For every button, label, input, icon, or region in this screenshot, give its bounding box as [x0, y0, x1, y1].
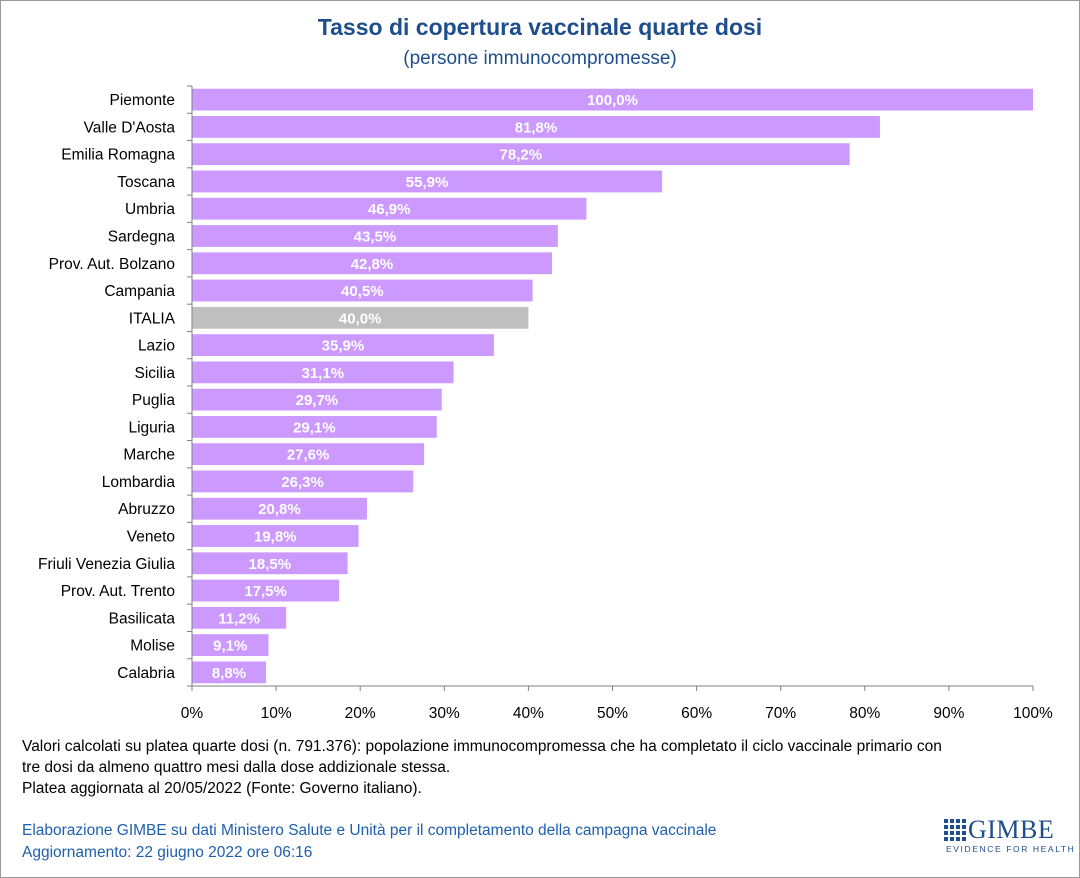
data-label: 19,8%	[254, 529, 297, 546]
bar	[192, 525, 359, 547]
x-tick-label: 100%	[1013, 705, 1053, 722]
x-tick-label: 60%	[681, 705, 712, 722]
bar	[192, 470, 414, 493]
bar	[192, 334, 494, 356]
gimbe-logo: GIMBE EVIDENCE FOR HEALTH	[944, 815, 1074, 858]
data-label: 29,1%	[293, 419, 336, 436]
data-label: 100,0%	[587, 92, 638, 109]
bar	[192, 225, 558, 247]
data-label: 18,5%	[249, 556, 292, 573]
footnote-line-2: tre dosi da almeno quattro mesi dalla do…	[22, 759, 451, 776]
category-label: Prov. Aut. Trento	[61, 583, 175, 600]
bar	[192, 116, 880, 138]
category-label: Valle D'Aosta	[84, 119, 176, 136]
data-label: 55,9%	[406, 174, 449, 191]
data-label: 26,3%	[281, 474, 324, 491]
source-credit: Elaborazione GIMBE su dati Ministero Sal…	[22, 820, 716, 864]
x-tick-label: 70%	[765, 705, 796, 722]
category-label: Liguria	[128, 419, 175, 436]
category-label: Piemonte	[110, 92, 175, 109]
category-label: Puglia	[132, 392, 175, 409]
category-label: Sicilia	[135, 365, 176, 382]
data-label: 8,8%	[212, 665, 246, 682]
category-label: Campania	[104, 283, 175, 300]
category-label: Lombardia	[102, 474, 176, 491]
bar	[192, 497, 367, 520]
bar	[192, 634, 269, 656]
chart-title: Tasso di copertura vaccinale quarte dosi	[317, 14, 763, 40]
bar	[192, 661, 267, 684]
bar	[192, 279, 533, 302]
bar	[192, 88, 1033, 111]
bar	[192, 606, 287, 629]
bar	[192, 443, 425, 466]
data-label: 35,9%	[322, 338, 365, 355]
footnote-line-3: Platea aggiornata al 20/05/2022 (Fonte: …	[22, 780, 422, 797]
bar	[192, 552, 348, 575]
bar	[192, 170, 663, 193]
logo-squares-icon	[944, 819, 966, 841]
category-label: Marche	[123, 447, 175, 464]
x-tick-label: 10%	[261, 705, 292, 722]
data-label: 42,8%	[351, 256, 394, 273]
category-label: Veneto	[127, 529, 175, 546]
category-label: ITALIA	[129, 310, 176, 327]
category-label: Lazio	[138, 338, 175, 355]
category-label: Basilicata	[109, 610, 176, 627]
logo-name: GIMBE	[968, 815, 1055, 844]
category-label: Emilia Romagna	[61, 147, 175, 164]
x-tick-label: 80%	[849, 705, 880, 722]
bar	[192, 361, 454, 384]
bar	[192, 252, 552, 275]
data-label: 29,7%	[296, 392, 339, 409]
chart-subtitle: (persone immunocompromesse)	[403, 48, 677, 69]
data-label: 81,8%	[515, 119, 558, 136]
category-label: Abruzzo	[118, 501, 175, 518]
x-tick-label: 40%	[513, 705, 544, 722]
data-label: 17,5%	[244, 583, 287, 600]
data-label: 11,2%	[218, 610, 260, 627]
category-label: Sardegna	[108, 229, 176, 246]
update-timestamp: Aggiornamento: 22 giugno 2022 ore 06:16	[22, 844, 313, 861]
category-label: Calabria	[117, 665, 175, 682]
data-label: 40,0%	[339, 310, 382, 327]
category-label: Umbria	[125, 201, 175, 218]
x-tick-label: 20%	[345, 705, 376, 722]
category-label: Friuli Venezia Giulia	[38, 556, 175, 573]
footnote-line-1: Valori calcolati su platea quarte dosi (…	[22, 738, 942, 755]
bar	[192, 197, 587, 220]
data-label: 27,6%	[287, 447, 330, 464]
bar	[192, 416, 437, 438]
data-label: 43,5%	[354, 229, 397, 246]
category-label: Toscana	[117, 174, 175, 191]
data-label: 46,9%	[368, 201, 411, 218]
x-tick-label: 50%	[597, 705, 628, 722]
logo-tagline: EVIDENCE FOR HEALTH	[946, 844, 1076, 854]
data-label: 40,5%	[341, 283, 384, 300]
x-tick-label: 0%	[181, 705, 204, 722]
data-label: 31,1%	[302, 365, 345, 382]
data-label: 9,1%	[213, 638, 247, 655]
bar	[192, 388, 442, 411]
category-label: Molise	[130, 638, 175, 655]
data-label: 78,2%	[500, 147, 543, 164]
x-tick-label: 90%	[933, 705, 964, 722]
bar	[192, 143, 850, 166]
data-label: 20,8%	[258, 501, 301, 518]
bar	[192, 306, 529, 329]
x-tick-label: 30%	[429, 705, 460, 722]
category-label: Prov. Aut. Bolzano	[49, 256, 175, 273]
footnote: Valori calcolati su platea quarte dosi (…	[22, 736, 1062, 799]
bar	[192, 579, 340, 602]
source-line-1: Elaborazione GIMBE su dati Ministero Sal…	[22, 822, 717, 839]
